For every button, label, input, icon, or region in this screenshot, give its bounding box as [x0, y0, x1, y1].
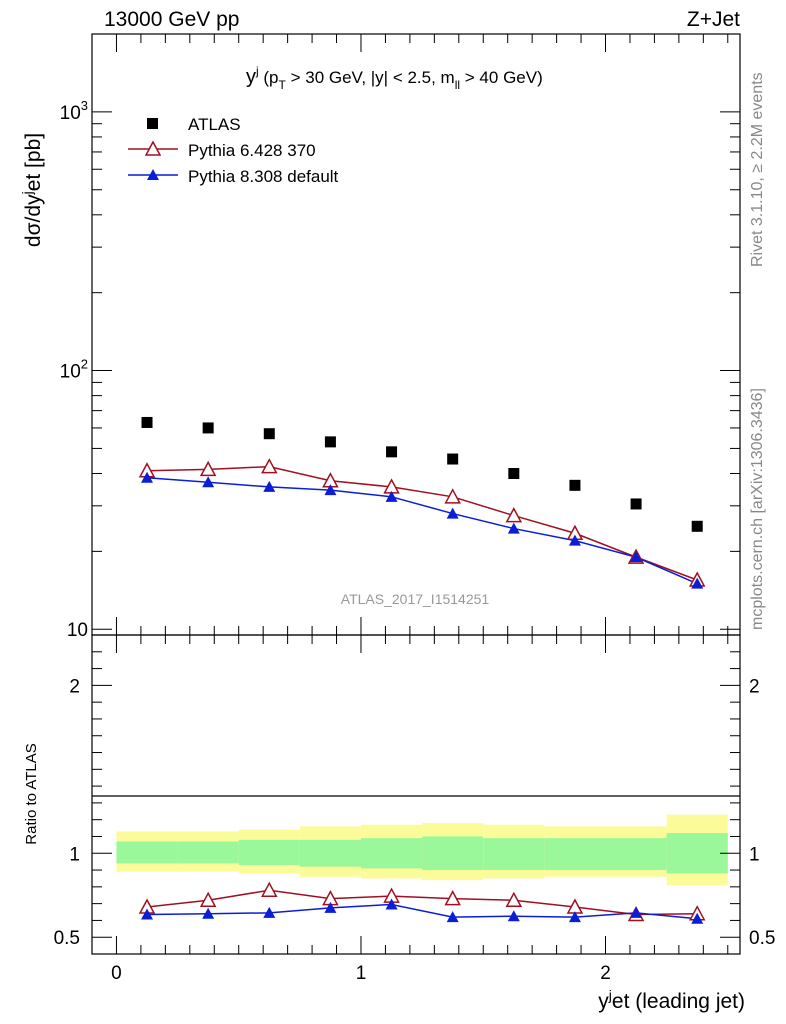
- ratio-x-label: yjet (leading jet): [598, 987, 745, 1013]
- watermark: ATLAS_2017_I1514251: [341, 591, 490, 607]
- main-panel: 10 102 103 yj (pT > 30 GeV, |y| < 2.5, mll…: [19, 33, 741, 641]
- pythia8-ratio-line: [147, 903, 698, 920]
- legend-marker-pythia6: [144, 140, 162, 156]
- legend-label-atlas: ATLAS: [188, 115, 241, 134]
- ratio-y-tick-label-right: 1: [749, 844, 760, 865]
- legend-marker-pythia8: [147, 169, 159, 180]
- pythia6-point: [261, 458, 278, 474]
- pythia8-point: [263, 480, 276, 492]
- uncertainty-band-inner: [666, 833, 728, 874]
- uncertainty-band-inner: [605, 838, 667, 871]
- main-y-tick-label: 103: [60, 98, 88, 124]
- pythia8-ratio-point: [263, 906, 276, 918]
- pythia8-ratio-point: [324, 901, 337, 913]
- main-y-tick-labels: 10 102 103: [60, 98, 88, 641]
- atlas-point: [386, 446, 398, 458]
- pythia8-ratio-point: [691, 912, 704, 924]
- pythia6-point: [505, 507, 523, 523]
- atlas-point: [569, 479, 581, 491]
- atlas-point: [324, 436, 336, 448]
- atlas-point: [141, 416, 153, 428]
- ratio-data: [138, 881, 706, 924]
- pythia8-point: [691, 577, 704, 589]
- pythia8-ratio-point: [630, 906, 643, 918]
- pythia8-point: [568, 534, 581, 546]
- atlas-point: [630, 498, 642, 510]
- pythia6-point: [444, 488, 461, 504]
- mcplots-label: mcplots.cern.ch [arXiv:1306.3436]: [749, 388, 766, 630]
- pythia6-line: [147, 465, 698, 581]
- ratio-bands: [116, 814, 728, 886]
- pythia8-ratio-point: [385, 898, 398, 910]
- atlas-point: [202, 422, 214, 434]
- pythia8-point: [202, 476, 215, 488]
- ratio-panel: 0.5 0.5 1 1 2 2 0 1 2 Ratio to ATLAS yjet (lead…: [23, 634, 776, 1013]
- rivet-version-label: Rivet 3.1.10, ≥ 2.2M events: [749, 72, 766, 267]
- pythia6-ratio-point: [444, 890, 461, 906]
- pythia6-ratio-point: [261, 881, 278, 897]
- pythia6-ratio-line: [146, 889, 698, 916]
- legend-label-pythia8: Pythia 8.308 default: [188, 167, 339, 186]
- ratio-panel-frame: [91, 634, 741, 955]
- uncertainty-band-inner: [238, 839, 300, 866]
- ratio-x-tick-label: 2: [600, 963, 611, 984]
- atlas-point: [447, 453, 459, 465]
- ratio-y-tick-label: 2: [69, 676, 80, 697]
- pythia8-point: [324, 484, 337, 496]
- ratio-y-label: Ratio to ATLAS: [23, 743, 40, 844]
- pythia8-point: [446, 507, 459, 519]
- atlas-point: [263, 428, 275, 440]
- ratio-panel-ticks: [92, 634, 740, 955]
- header-left: 13000 GeV pp: [104, 8, 239, 31]
- plot-title: yj (pT > 30 GeV, |y| < 2.5, mll > 40 GeV…: [246, 64, 543, 92]
- pythia8-point: [385, 490, 398, 502]
- pythia6-ratio-point: [505, 891, 523, 908]
- pythia6-ratio-point: [199, 891, 217, 908]
- atlas-point: [508, 467, 520, 479]
- pythia8-point: [630, 551, 643, 563]
- uncertainty-band-inner: [422, 836, 484, 871]
- pythia8-ratio-point: [141, 908, 154, 920]
- pythia8-point: [507, 522, 520, 534]
- main-data: [138, 416, 706, 589]
- pythia8-ratio-point: [507, 910, 520, 922]
- uncertainty-band-inner: [360, 838, 423, 869]
- main-y-tick-label: 10: [67, 620, 88, 641]
- ratio-y-tick-label-right: 2: [749, 676, 760, 697]
- pythia8-line: [146, 477, 698, 585]
- ratio-y-tick-label: 1: [69, 844, 80, 865]
- uncertainty-band-inner: [116, 841, 178, 864]
- main-y-tick-label: 102: [60, 357, 88, 383]
- ratio-y-tick-label: 0.5: [54, 928, 80, 949]
- ratio-y-tick-labels: 0.5 0.5 1 1 2 2: [54, 676, 776, 949]
- legend: ATLAS Pythia 6.428 370 Pythia 8.308 defa…: [128, 115, 339, 186]
- pythia8-ratio-point: [568, 911, 581, 923]
- uncertainty-band-inner: [483, 838, 545, 871]
- pythia8-ratio-point: [446, 911, 459, 923]
- ratio-x-tick-label: 0: [111, 963, 122, 984]
- ratio-x-tick-labels: 0 1 2: [111, 963, 611, 984]
- ratio-y-tick-label-right: 0.5: [749, 928, 775, 949]
- legend-marker-atlas: [147, 118, 158, 129]
- pythia8-ratio-point: [202, 907, 215, 919]
- main-y-label: dσ/dyjet [pb]: [19, 133, 45, 247]
- uncertainty-band-inner: [299, 839, 361, 867]
- legend-label-pythia6: Pythia 6.428 370: [188, 141, 316, 160]
- pythia8-point: [141, 471, 154, 483]
- header-right: Z+Jet: [687, 8, 740, 31]
- uncertainty-band-inner: [177, 841, 239, 864]
- uncertainty-band-inner: [544, 838, 606, 871]
- ratio-x-tick-label: 1: [356, 963, 367, 984]
- pythia6-point: [199, 460, 217, 477]
- atlas-point: [691, 520, 703, 532]
